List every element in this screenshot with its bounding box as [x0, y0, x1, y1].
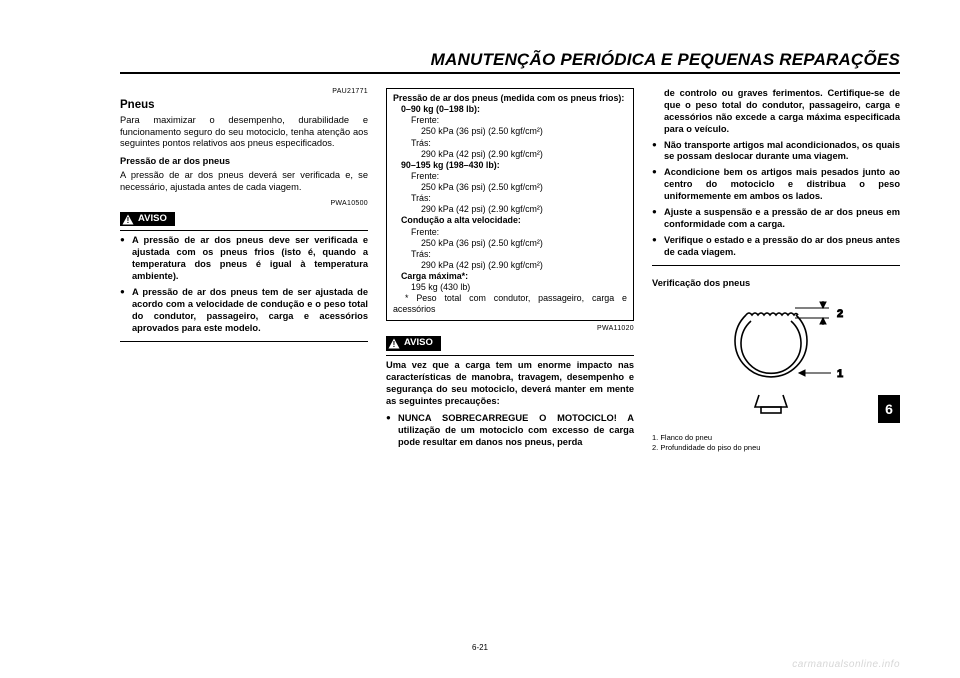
- spec-max-load-label: Carga máxima*:: [393, 271, 627, 282]
- spec-rear-label: Trás:: [393, 193, 627, 204]
- spec-value: 250 kPa (36 psi) (2.50 kgf/cm²): [393, 182, 627, 193]
- spec-range: Condução a alta velocidade:: [393, 215, 627, 226]
- page-number: 6-21: [472, 643, 488, 652]
- spec-value: 290 kPa (42 psi) (2.90 kgf/cm²): [393, 260, 627, 271]
- warning-rule: [120, 341, 368, 342]
- warning-icon: !: [122, 214, 134, 225]
- tire-illustration: 2 1: [691, 295, 861, 425]
- svg-text:!: !: [127, 216, 130, 225]
- spec-rear-label: Trás:: [393, 138, 627, 149]
- warning-rule: [386, 355, 634, 356]
- spec-value: 290 kPa (42 psi) (2.90 kgf/cm²): [393, 204, 627, 215]
- page-title: MANUTENÇÃO PERIÓDICA E PEQUENAS REPARAÇÕ…: [120, 50, 900, 70]
- spec-front-label: Frente:: [393, 171, 627, 182]
- chapter-side-tab: 6: [878, 395, 900, 423]
- spec-range: 0–90 kg (0–198 lb):: [393, 104, 627, 115]
- spec-value: 250 kPa (36 psi) (2.50 kgf/cm²): [393, 126, 627, 137]
- list-item: Não transporte artigos mal acondicionado…: [652, 140, 900, 164]
- warning-list: NUNCA SOBRECARREGUE O MOTOCICLO! A utili…: [386, 413, 634, 449]
- section-title-pneus: Pneus: [120, 98, 368, 113]
- page-header: MANUTENÇÃO PERIÓDICA E PEQUENAS REPARAÇÕ…: [120, 50, 900, 74]
- subheading-pressure: Pressão de ar dos pneus: [120, 156, 368, 168]
- figure-caption-line: 1. Flanco do pneu: [652, 433, 900, 443]
- warning-badge: ! AVISO: [386, 336, 441, 350]
- spec-value: 290 kPa (42 psi) (2.90 kgf/cm²): [393, 149, 627, 160]
- list-item: Ajuste a suspensão e a pressão de ar dos…: [652, 207, 900, 231]
- list-item-continuation: de controlo ou graves ferimentos. Certif…: [652, 88, 900, 136]
- figure-caption-line: 2. Profundidade do piso do pneu: [652, 443, 900, 453]
- spec-footnote: * Peso total com condutor, passageiro, c…: [393, 293, 627, 315]
- spec-front-label: Frente:: [393, 227, 627, 238]
- spec-value: 250 kPa (36 psi) (2.50 kgf/cm²): [393, 238, 627, 249]
- ref-code: PWA10500: [120, 200, 368, 209]
- content-columns: PAU21771 Pneus Para maximizar o desempen…: [120, 88, 900, 455]
- list-item: Acondicione bem os artigos mais pesados …: [652, 167, 900, 203]
- pressure-paragraph: A pressão de ar dos pneus deverá ser ver…: [120, 170, 368, 194]
- list-item: A pressão de ar dos pneus deve ser verif…: [120, 235, 368, 283]
- spec-rear-label: Trás:: [393, 249, 627, 260]
- svg-text:!: !: [393, 340, 396, 349]
- warning-list: A pressão de ar dos pneus deve ser verif…: [120, 235, 368, 334]
- spec-front-label: Frente:: [393, 115, 627, 126]
- warning-label: AVISO: [138, 213, 167, 225]
- ref-code: PAU21771: [120, 88, 368, 97]
- watermark-text: carmanualsonline.info: [792, 659, 900, 670]
- warning-rule: [652, 265, 900, 266]
- list-item: A pressão de ar dos pneus tem de ser aju…: [120, 287, 368, 335]
- figure-callout-1: 1: [837, 368, 843, 380]
- tire-pressure-spec-box: Pressão de ar dos pneus (medida com os p…: [386, 88, 634, 321]
- spec-title: Pressão de ar dos pneus (medida com os p…: [393, 93, 627, 104]
- spec-range: 90–195 kg (198–430 lb):: [393, 160, 627, 171]
- warning-icon: !: [388, 338, 400, 349]
- column-1: PAU21771 Pneus Para maximizar o desempen…: [120, 88, 368, 455]
- figure-caption: 1. Flanco do pneu 2. Profundidade do pis…: [652, 433, 900, 453]
- ref-code: PWA11020: [386, 325, 634, 334]
- warning-paragraph: Uma vez que a carga tem um enorme impact…: [386, 360, 634, 408]
- list-item: Verifique o estado e a pressão do ar dos…: [652, 235, 900, 259]
- intro-paragraph: Para maximizar o desempenho, durabilidad…: [120, 115, 368, 151]
- warning-badge: ! AVISO: [120, 212, 175, 226]
- warning-rule: [120, 230, 368, 231]
- list-item-text: de controlo ou graves ferimentos. Certif…: [664, 88, 900, 134]
- spec-max-load-value: 195 kg (430 lb): [393, 282, 627, 293]
- manual-page: MANUTENÇÃO PERIÓDICA E PEQUENAS REPARAÇÕ…: [0, 0, 960, 678]
- tire-cross-section-figure: 2 1: [652, 295, 900, 429]
- verification-heading: Verificação dos pneus: [652, 278, 900, 290]
- column-3: de controlo ou graves ferimentos. Certif…: [652, 88, 900, 455]
- list-item: NUNCA SOBRECARREGUE O MOTOCICLO! A utili…: [386, 413, 634, 449]
- warning-label: AVISO: [404, 337, 433, 349]
- column-2: Pressão de ar dos pneus (medida com os p…: [386, 88, 634, 455]
- warning-list-continued: de controlo ou graves ferimentos. Certif…: [652, 88, 900, 259]
- figure-callout-2: 2: [837, 308, 843, 320]
